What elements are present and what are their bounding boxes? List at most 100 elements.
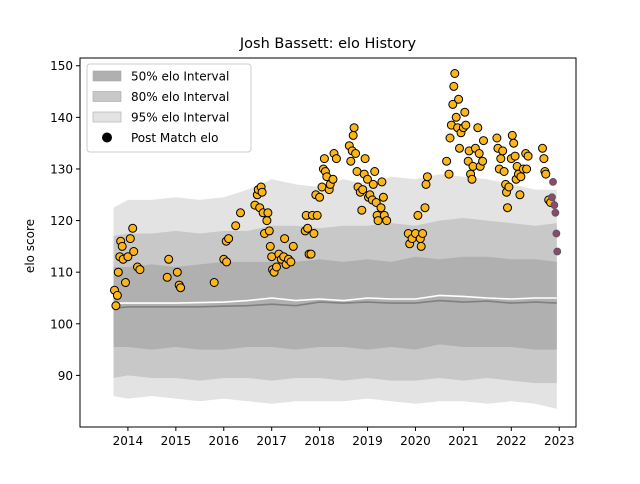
post-match-elo-point <box>422 172 432 182</box>
post-match-elo-point <box>516 172 526 182</box>
post-match-elo-point <box>331 154 341 164</box>
plot-area <box>110 69 562 409</box>
post-match-elo-point <box>455 143 464 153</box>
y-tick-label: 140 <box>50 111 73 125</box>
post-match-elo-point <box>373 216 383 226</box>
post-match-elo-point <box>499 167 509 176</box>
post-match-elo-point <box>449 81 459 91</box>
post-match-elo-point <box>523 151 533 161</box>
post-match-elo-point <box>416 241 426 251</box>
post-match-elo-point <box>448 99 458 109</box>
post-match-elo-point <box>129 247 139 256</box>
post-match-elo-point <box>498 146 508 156</box>
post-match-elo-point <box>262 216 272 226</box>
post-match-elo-point <box>360 154 370 164</box>
post-match-elo-point <box>377 177 387 187</box>
post-match-elo-point <box>418 229 428 238</box>
recent-elo-point <box>550 201 559 210</box>
legend-swatch <box>92 70 122 82</box>
post-match-elo-point <box>539 154 549 164</box>
post-match-elo-point <box>442 156 452 166</box>
x-tick-label: 2023 <box>544 434 575 448</box>
post-match-elo-point <box>504 182 514 192</box>
post-match-elo-point <box>328 174 338 184</box>
recent-elo-point <box>549 177 557 186</box>
post-match-elo-point <box>541 169 551 179</box>
post-match-elo-point <box>503 203 512 213</box>
post-match-elo-point <box>309 229 319 238</box>
post-match-elo-point <box>236 208 245 218</box>
legend-dot-marker <box>102 132 112 143</box>
x-tick-label: 2015 <box>161 434 192 448</box>
post-match-elo-point <box>421 179 431 189</box>
post-match-elo-point <box>288 241 298 251</box>
y-axis-label: elo score <box>23 219 37 273</box>
post-match-elo-point <box>507 130 517 140</box>
post-match-elo-point <box>224 234 234 244</box>
post-match-elo-point <box>357 205 367 215</box>
x-tick-label: 2020 <box>400 434 431 448</box>
post-match-elo-point <box>492 133 502 143</box>
post-match-elo-point <box>445 133 455 143</box>
legend-label: 80% elo Interval <box>131 90 229 104</box>
post-match-elo-point <box>450 69 460 78</box>
post-match-elo-point <box>128 223 138 233</box>
legend-box <box>86 63 252 153</box>
median-elo-line <box>113 299 557 310</box>
post-match-elo-point <box>522 164 532 174</box>
post-match-elo-point <box>113 267 123 277</box>
post-match-elo-point <box>222 257 232 267</box>
post-match-elo-point <box>162 272 172 282</box>
post-match-elo-point <box>473 123 483 133</box>
post-match-elo-point <box>451 112 461 122</box>
post-match-elo-point <box>164 254 174 264</box>
post-match-elo-point <box>231 221 241 231</box>
mean-elo-line <box>113 294 557 304</box>
post-match-elo-point <box>358 185 368 195</box>
post-match-elo-point <box>420 203 430 213</box>
post-match-elo-point <box>265 241 275 251</box>
post-match-elo-point <box>382 216 392 226</box>
legend-swatch <box>92 111 122 123</box>
y-tick-label: 130 <box>50 162 73 176</box>
recent-elo-point <box>553 247 562 256</box>
y-tick-label: 110 <box>50 266 73 280</box>
post-match-elo-point <box>172 267 182 277</box>
post-match-elo-point <box>479 136 488 146</box>
post-match-elo-point <box>125 234 135 244</box>
recent-elo-point <box>548 193 556 202</box>
x-tick-label: 2019 <box>352 434 383 448</box>
post-match-elo-point <box>496 154 506 164</box>
post-match-elo-point <box>272 262 281 272</box>
legend-swatch <box>92 91 122 102</box>
post-match-elo-point <box>312 210 322 220</box>
y-tick-label: 90 <box>58 369 73 383</box>
post-match-elo-point <box>111 301 121 311</box>
x-tick-label: 2017 <box>256 434 287 448</box>
post-match-elo-point <box>319 154 329 164</box>
post-match-elo-point <box>368 179 378 189</box>
post-match-elo-point <box>351 149 361 158</box>
post-match-elo-point <box>348 130 358 140</box>
post-match-elo-point <box>444 169 454 179</box>
post-match-elo-point <box>413 210 423 220</box>
y-tick-label: 120 <box>50 214 73 228</box>
post-match-elo-point <box>363 174 372 184</box>
plot-frame <box>79 57 577 428</box>
chart-title: Josh Bassett: elo History <box>239 36 417 52</box>
post-match-elo-point <box>303 223 313 233</box>
legend-label: 50% elo Interval <box>131 70 229 84</box>
recent-elo-point <box>552 229 561 238</box>
post-match-elo-point <box>135 265 145 275</box>
post-match-elo-point <box>467 174 477 184</box>
post-match-elo-point <box>315 192 325 202</box>
post-match-elo-point <box>461 120 471 130</box>
post-match-elo-point <box>280 234 290 244</box>
post-match-elo-point <box>209 278 219 287</box>
post-match-elo-point <box>123 252 133 262</box>
post-match-elo-point <box>370 167 380 176</box>
post-match-elo-point <box>112 290 122 300</box>
post-match-elo-point <box>454 94 464 104</box>
